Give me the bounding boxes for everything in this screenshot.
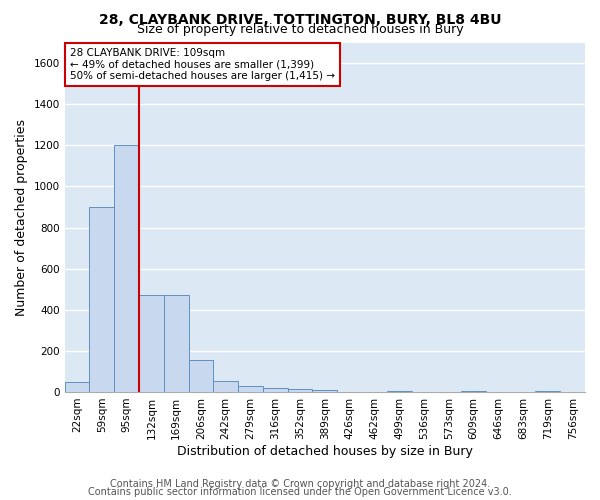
Bar	[214, 380, 238, 392]
Text: 28 CLAYBANK DRIVE: 109sqm
← 49% of detached houses are smaller (1,399)
50% of se: 28 CLAYBANK DRIVE: 109sqm ← 49% of detac…	[70, 48, 335, 81]
Bar	[188, 360, 214, 392]
Bar	[164, 296, 188, 392]
Bar	[65, 382, 89, 392]
Bar	[263, 388, 287, 392]
Text: Size of property relative to detached houses in Bury: Size of property relative to detached ho…	[137, 22, 463, 36]
Y-axis label: Number of detached properties: Number of detached properties	[15, 118, 28, 316]
Bar	[461, 391, 486, 392]
Bar	[313, 390, 337, 392]
Text: Contains public sector information licensed under the Open Government Licence v3: Contains public sector information licen…	[88, 487, 512, 497]
Bar	[535, 391, 560, 392]
Bar	[139, 296, 164, 392]
Text: 28, CLAYBANK DRIVE, TOTTINGTON, BURY, BL8 4BU: 28, CLAYBANK DRIVE, TOTTINGTON, BURY, BL…	[99, 12, 501, 26]
X-axis label: Distribution of detached houses by size in Bury: Distribution of detached houses by size …	[177, 444, 473, 458]
Bar	[238, 386, 263, 392]
Bar	[287, 389, 313, 392]
Text: Contains HM Land Registry data © Crown copyright and database right 2024.: Contains HM Land Registry data © Crown c…	[110, 479, 490, 489]
Bar	[114, 146, 139, 392]
Bar	[387, 391, 412, 392]
Bar	[89, 207, 114, 392]
